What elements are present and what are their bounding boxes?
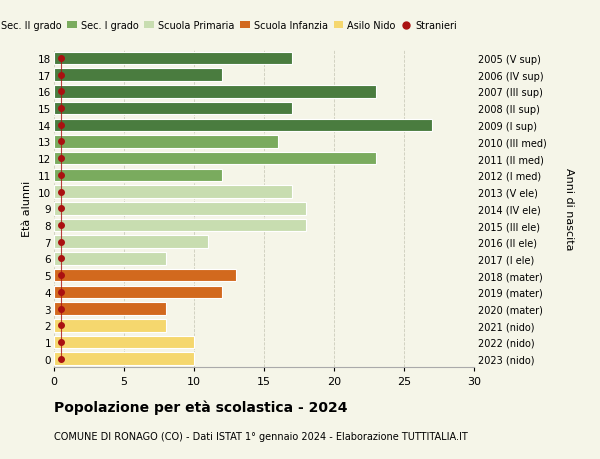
Bar — [54, 186, 292, 198]
Y-axis label: Età alunni: Età alunni — [22, 181, 32, 237]
Bar — [54, 119, 432, 132]
Bar — [54, 169, 222, 182]
Bar — [54, 336, 194, 348]
Text: COMUNE DI RONAGO (CO) - Dati ISTAT 1° gennaio 2024 - Elaborazione TUTTITALIA.IT: COMUNE DI RONAGO (CO) - Dati ISTAT 1° ge… — [54, 431, 468, 442]
Bar — [54, 302, 166, 315]
Bar — [54, 236, 208, 248]
Bar — [54, 353, 194, 365]
Bar — [54, 252, 166, 265]
Bar — [54, 69, 222, 82]
Bar — [54, 319, 166, 332]
Bar — [54, 152, 376, 165]
Bar — [54, 86, 376, 98]
Bar — [54, 102, 292, 115]
Bar — [54, 53, 292, 65]
Bar — [54, 269, 236, 282]
Bar — [54, 286, 222, 298]
Text: Popolazione per età scolastica - 2024: Popolazione per età scolastica - 2024 — [54, 399, 347, 414]
Y-axis label: Anni di nascita: Anni di nascita — [563, 168, 574, 250]
Bar — [54, 136, 278, 148]
Bar — [54, 202, 306, 215]
Legend: Sec. II grado, Sec. I grado, Scuola Primaria, Scuola Infanzia, Asilo Nido, Stran: Sec. II grado, Sec. I grado, Scuola Prim… — [0, 17, 461, 35]
Bar — [54, 219, 306, 232]
